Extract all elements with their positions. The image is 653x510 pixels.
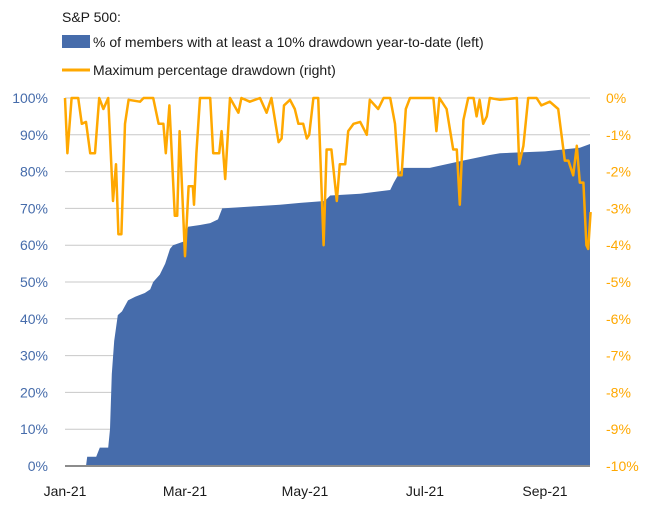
line-series xyxy=(63,96,592,258)
left-tick-label: 90% xyxy=(20,127,48,143)
chart-title: S&P 500: xyxy=(62,9,121,25)
left-tick-label: 70% xyxy=(20,200,48,216)
line-max-drawdown xyxy=(63,96,592,258)
left-tick-label: 60% xyxy=(20,237,48,253)
right-tick-label: -4% xyxy=(606,237,631,253)
right-axis: -10% -9% -8% -7% -6% -5% -4% -3% -2% -1% 0% xyxy=(606,90,639,474)
x-tick-label: Jul-21 xyxy=(406,483,444,499)
right-tick-label: -2% xyxy=(606,164,631,180)
left-axis: 0% 10% 20% 30% 40% 50% 60% 70% 80% 90% 100% xyxy=(12,90,48,474)
x-tick-label: Mar-21 xyxy=(163,483,208,499)
left-tick-label: 80% xyxy=(20,164,48,180)
right-tick-label: -10% xyxy=(606,458,639,474)
x-axis: Jan-21 Mar-21 May-21 Jul-21 Sep-21 xyxy=(44,483,568,499)
right-tick-label: -6% xyxy=(606,311,631,327)
legend-label-line: Maximum percentage drawdown (right) xyxy=(93,62,336,78)
left-tick-label: 0% xyxy=(28,458,48,474)
right-tick-label: -3% xyxy=(606,200,631,216)
right-tick-label: -9% xyxy=(606,421,631,437)
right-tick-label: -5% xyxy=(606,274,631,290)
right-tick-label: 0% xyxy=(606,90,626,106)
left-tick-label: 30% xyxy=(20,348,48,364)
left-tick-label: 10% xyxy=(20,421,48,437)
x-tick-label: Sep-21 xyxy=(522,483,567,499)
left-tick-label: 40% xyxy=(20,311,48,327)
x-tick-label: May-21 xyxy=(282,483,329,499)
left-tick-label: 20% xyxy=(20,384,48,400)
right-tick-label: -1% xyxy=(606,127,631,143)
left-tick-label: 100% xyxy=(12,90,48,106)
area-series xyxy=(65,144,590,466)
right-tick-label: -8% xyxy=(606,384,631,400)
right-tick-label: -7% xyxy=(606,348,631,364)
area-members-drawdown xyxy=(65,144,590,466)
x-tick-label: Jan-21 xyxy=(44,483,87,499)
left-tick-label: 50% xyxy=(20,274,48,290)
legend-label-area: % of members with at least a 10% drawdow… xyxy=(93,34,484,50)
legend-swatch-area xyxy=(62,35,90,48)
